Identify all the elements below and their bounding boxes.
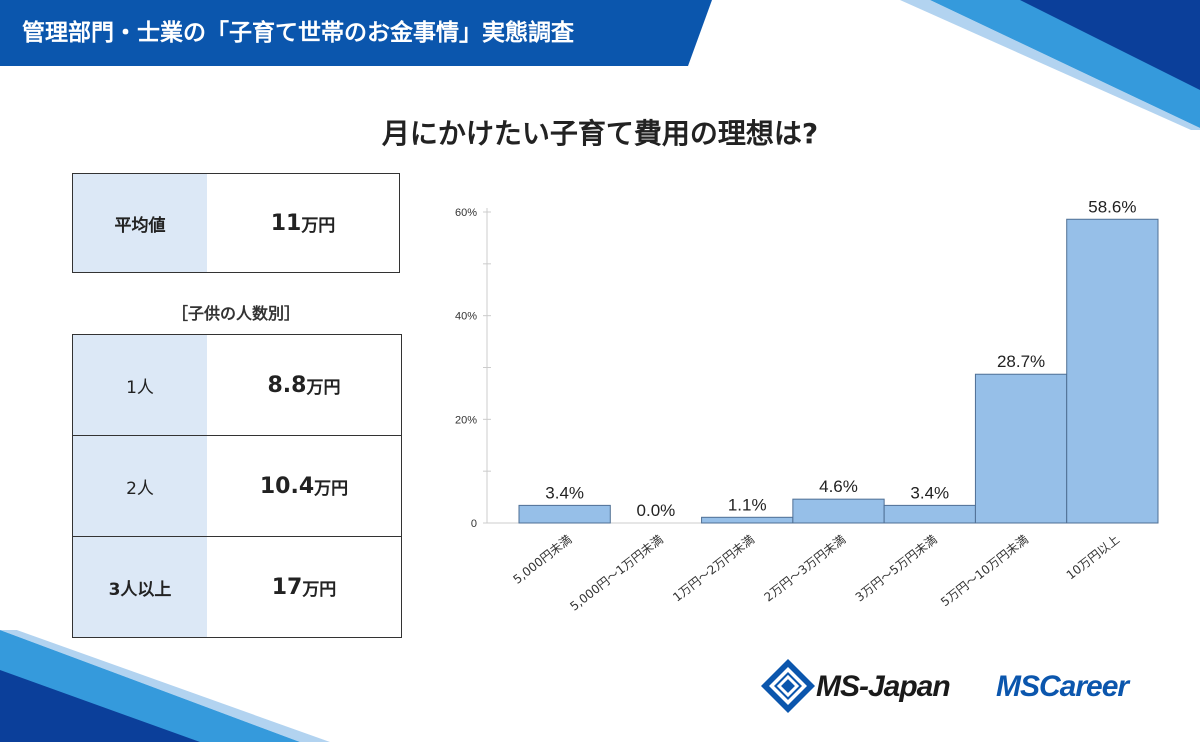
header-banner <box>0 0 712 66</box>
bar-value-label: 58.6% <box>1088 197 1136 216</box>
x-tick-label: 5万円〜10万円未満 <box>938 532 1031 609</box>
x-tick-label: 10万円以上 <box>1064 532 1122 582</box>
header-title: 管理部門・士業の「子育て世帯のお金事情」実態調査 <box>22 20 574 46</box>
x-tick-label: 2万円〜3万円未満 <box>761 532 848 604</box>
decorative-stripes-top-right <box>900 0 1200 130</box>
x-tick-label: 5,000円〜1万円未満 <box>567 532 665 613</box>
table-row: 1人 8.8 万円 <box>73 335 401 436</box>
bar-value-label: 1.1% <box>728 495 767 514</box>
bar <box>792 498 885 524</box>
average-value-cell: 11 万円 <box>207 174 399 272</box>
table-row: 2人 10.4 万円 <box>73 436 401 537</box>
decorative-stripes-bottom-left <box>0 630 330 742</box>
row-unit: 万円 <box>306 377 341 398</box>
row-unit: 万円 <box>314 478 349 499</box>
bar <box>974 373 1068 524</box>
table-row: 3人以上 17 万円 <box>73 537 401 637</box>
row-unit: 万円 <box>302 579 337 600</box>
row-label: 2人 <box>73 436 207 536</box>
average-label: 平均値 <box>73 174 207 272</box>
ms-career-logo-text: MSCareer <box>996 670 1129 703</box>
ms-japan-logo-text: MS-Japan <box>816 670 951 703</box>
x-tick-label: 3万円〜5万円未満 <box>853 532 940 604</box>
row-value: 17 <box>271 574 303 600</box>
average-unit: 万円 <box>301 215 336 236</box>
bar <box>1066 218 1159 524</box>
row-value: 10.4 <box>259 473 315 499</box>
ms-japan-logo-icon <box>761 659 815 713</box>
bar <box>518 504 611 524</box>
bar-value-label: 3.4% <box>545 483 584 502</box>
average-table: 平均値 11 万円 <box>72 173 400 273</box>
x-tick-label: 5,000円未満 <box>510 532 574 586</box>
bar-value-label: 0.0% <box>637 501 676 520</box>
bar-value-label: 28.7% <box>997 352 1045 371</box>
row-value-cell: 17 万円 <box>207 537 401 637</box>
bar <box>701 516 794 524</box>
bar <box>883 504 976 524</box>
y-tick-label: 0 <box>471 518 477 530</box>
row-label: 1人 <box>73 335 207 435</box>
row-value: 8.8 <box>267 372 307 398</box>
bar-value-label: 3.4% <box>910 483 949 502</box>
y-tick-label: 20% <box>455 414 477 426</box>
x-tick-label: 1万円〜2万円未満 <box>670 532 757 604</box>
average-value: 11 <box>270 210 302 236</box>
row-value-cell: 10.4 万円 <box>207 436 401 536</box>
y-tick-label: 60% <box>455 207 477 219</box>
bar-value-label: 4.6% <box>819 477 858 496</box>
children-section-label: ［子供の人数別］ <box>171 304 300 323</box>
children-table: 1人 8.8 万円 2人 10.4 万円 3人以上 17 万円 <box>72 334 402 638</box>
row-label: 3人以上 <box>73 537 207 637</box>
row-value-cell: 8.8 万円 <box>207 335 401 435</box>
y-tick-label: 40% <box>455 311 477 323</box>
page-title: 月にかけたい子育て費用の理想は? <box>381 117 819 150</box>
bar-chart: 0 20% 40% 60% 3.4% 5,000円未満 0.0% 5,000円〜1万円未満 1.… <box>455 197 1159 614</box>
